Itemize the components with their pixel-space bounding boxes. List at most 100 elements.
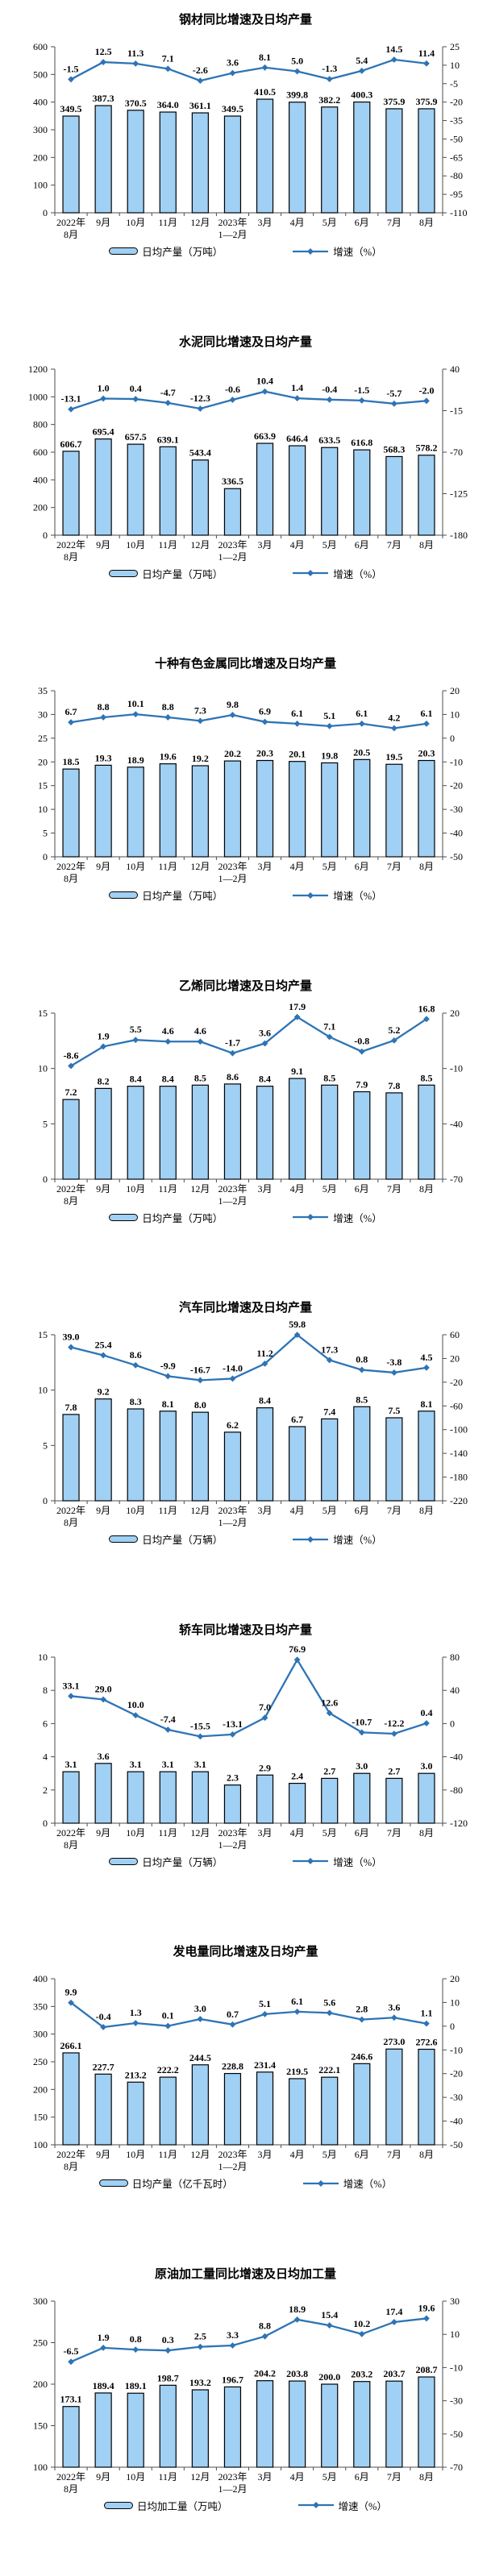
growth-line (70, 2316, 427, 2362)
right-axis-tick-label: -40 (450, 1118, 463, 1129)
bar-value-label: 400.3 (351, 89, 372, 101)
right-axis-tick-label: 40 (450, 364, 460, 375)
line-marker (100, 1352, 107, 1359)
bar-legend-label: 日均产量（万吨） (142, 1212, 223, 1224)
line-value-label: 8.8 (162, 701, 174, 713)
bar-value-label: 19.6 (160, 751, 177, 762)
line-marker (358, 721, 365, 727)
right-axis-tick-label: -5 (450, 78, 458, 89)
chart-legend: 日均产量（万辆） 增速（%） (0, 1531, 491, 1547)
x-category-label: 9月 (96, 2149, 110, 2160)
bar (223, 1431, 242, 1502)
chart-plot: 100 150 200 250 300 30 10 -10 -30 -50 -70 173.1 189.… (33, 2296, 463, 2495)
growth-line (70, 713, 427, 729)
line-marker (326, 76, 333, 83)
left-axis-tick-label: 350 (33, 2001, 48, 2012)
chart-plot: 0 5 10 15 20 25 30 35 20 10 0 -10 -20 -30 -40 -50 18.5 19… (38, 685, 463, 884)
bar-value-label: 382.2 (318, 94, 340, 106)
bar-value-label: 8.4 (259, 1073, 271, 1084)
bar-value-label: 189.1 (125, 2380, 147, 2391)
chart-title: 轿车同比增速及日均产量 (178, 1623, 312, 1637)
x-category-label: 6月 (355, 1505, 369, 1516)
bar-value-label: 19.3 (95, 752, 112, 763)
bar (321, 1777, 339, 1824)
line-value-label: 11.2 (256, 1348, 273, 1359)
left-axis-tick-label: 150 (33, 2112, 48, 2123)
line-value-label: 8.6 (130, 1349, 142, 1361)
chart-title: 水泥同比增速及日均产量 (178, 335, 312, 349)
bar (159, 2076, 177, 2146)
right-axis-tick-label: -10 (450, 756, 463, 767)
x-category-label: 11月 (159, 539, 178, 551)
line-legend-marker (317, 2179, 324, 2187)
line-value-label: 6.1 (356, 708, 368, 719)
legend-item-bar: 日均产量（万辆） (109, 1531, 223, 1547)
legend-item-line: 增速（%） (292, 243, 382, 259)
bar (353, 758, 371, 858)
bar-value-label: 616.8 (351, 437, 372, 448)
x-category-label: 12月 (190, 217, 210, 228)
line-value-label: 6.1 (291, 1996, 303, 2007)
bar-value-label: 387.3 (93, 93, 114, 104)
line-value-label: 19.6 (418, 2302, 435, 2313)
bar-value-label: 213.2 (125, 2069, 147, 2080)
bar-value-label: 2.7 (323, 1765, 335, 1776)
chart-title: 原油加工量同比增速及日均加工量 (154, 2267, 336, 2281)
line-marker (197, 2343, 204, 2350)
bar-value-label: 8.2 (98, 1075, 110, 1086)
line-marker (132, 1036, 139, 1043)
bar (159, 1771, 177, 1824)
x-category-label: 2023年 1—2月 (218, 861, 247, 884)
bar-value-label: 639.1 (157, 434, 179, 445)
right-axis-tick-label: -70 (450, 1174, 463, 1185)
right-axis-tick-label: -30 (450, 2092, 463, 2103)
bar (159, 763, 177, 858)
line-value-label: 11.4 (418, 48, 435, 59)
line-marker (293, 2009, 301, 2015)
bar-value-label: 361.1 (189, 100, 211, 111)
line-value-label: -1.5 (354, 384, 369, 395)
line-legend-swatch (293, 1858, 329, 1864)
x-category-label: 9月 (96, 1183, 110, 1195)
right-axis-tick-label: -70 (450, 447, 463, 458)
line-legend-label: 增速（%） (333, 1856, 382, 1868)
right-axis-tick-label: -80 (450, 170, 463, 181)
bar-value-label: 349.5 (222, 103, 243, 114)
right-axis-tick-label: -180 (450, 1472, 468, 1483)
x-category-label: 6月 (355, 2471, 369, 2483)
right-axis-tick-label: -50 (450, 2428, 463, 2439)
line-legend-swatch (293, 1214, 329, 1220)
line-value-label: 16.8 (418, 1003, 435, 1014)
right-axis-tick-label: -10 (450, 1062, 463, 1074)
x-category-label: 11月 (159, 2471, 178, 2483)
bar-value-label: 196.7 (222, 2374, 243, 2385)
line-marker (390, 725, 397, 732)
bar-value-label: 7.8 (65, 1402, 77, 1413)
bar-value-label: 7.8 (388, 1079, 400, 1091)
line-value-label: 0.4 (420, 1706, 432, 1718)
line-value-label: 17.9 (289, 1000, 306, 1012)
x-category-label: 7月 (387, 1505, 402, 1516)
right-axis-tick-label: -50 (450, 851, 463, 862)
x-category-label: 2023年 1—2月 (218, 1827, 247, 1851)
line-value-label: 10.2 (353, 2317, 370, 2329)
x-category-label: 7月 (387, 1827, 402, 1839)
x-category-label: 6月 (355, 539, 369, 551)
bar-value-label: 568.3 (383, 443, 405, 455)
left-axis-tick-label: 0 (43, 851, 48, 862)
left-axis-tick-label: 15 (38, 780, 48, 791)
line-marker (164, 399, 172, 406)
line-marker (229, 712, 236, 718)
line-value-label: 7.3 (194, 704, 206, 716)
x-category-label: 5月 (322, 217, 337, 228)
line-value-label: 5.5 (130, 1024, 142, 1035)
left-axis-tick-label: 250 (33, 2056, 48, 2067)
x-category-label: 6月 (355, 1183, 369, 1195)
line-value-label: 18.9 (289, 2303, 306, 2314)
left-axis-tick-label: 5 (43, 1440, 48, 1451)
bar-value-label: 208.7 (415, 2364, 437, 2375)
legend-item-bar: 日均产量（万吨） (109, 243, 223, 259)
line-value-label: -2.6 (193, 64, 208, 76)
left-axis-tick-label: 35 (38, 685, 48, 696)
x-category-label: 2023年 1—2月 (218, 539, 247, 563)
